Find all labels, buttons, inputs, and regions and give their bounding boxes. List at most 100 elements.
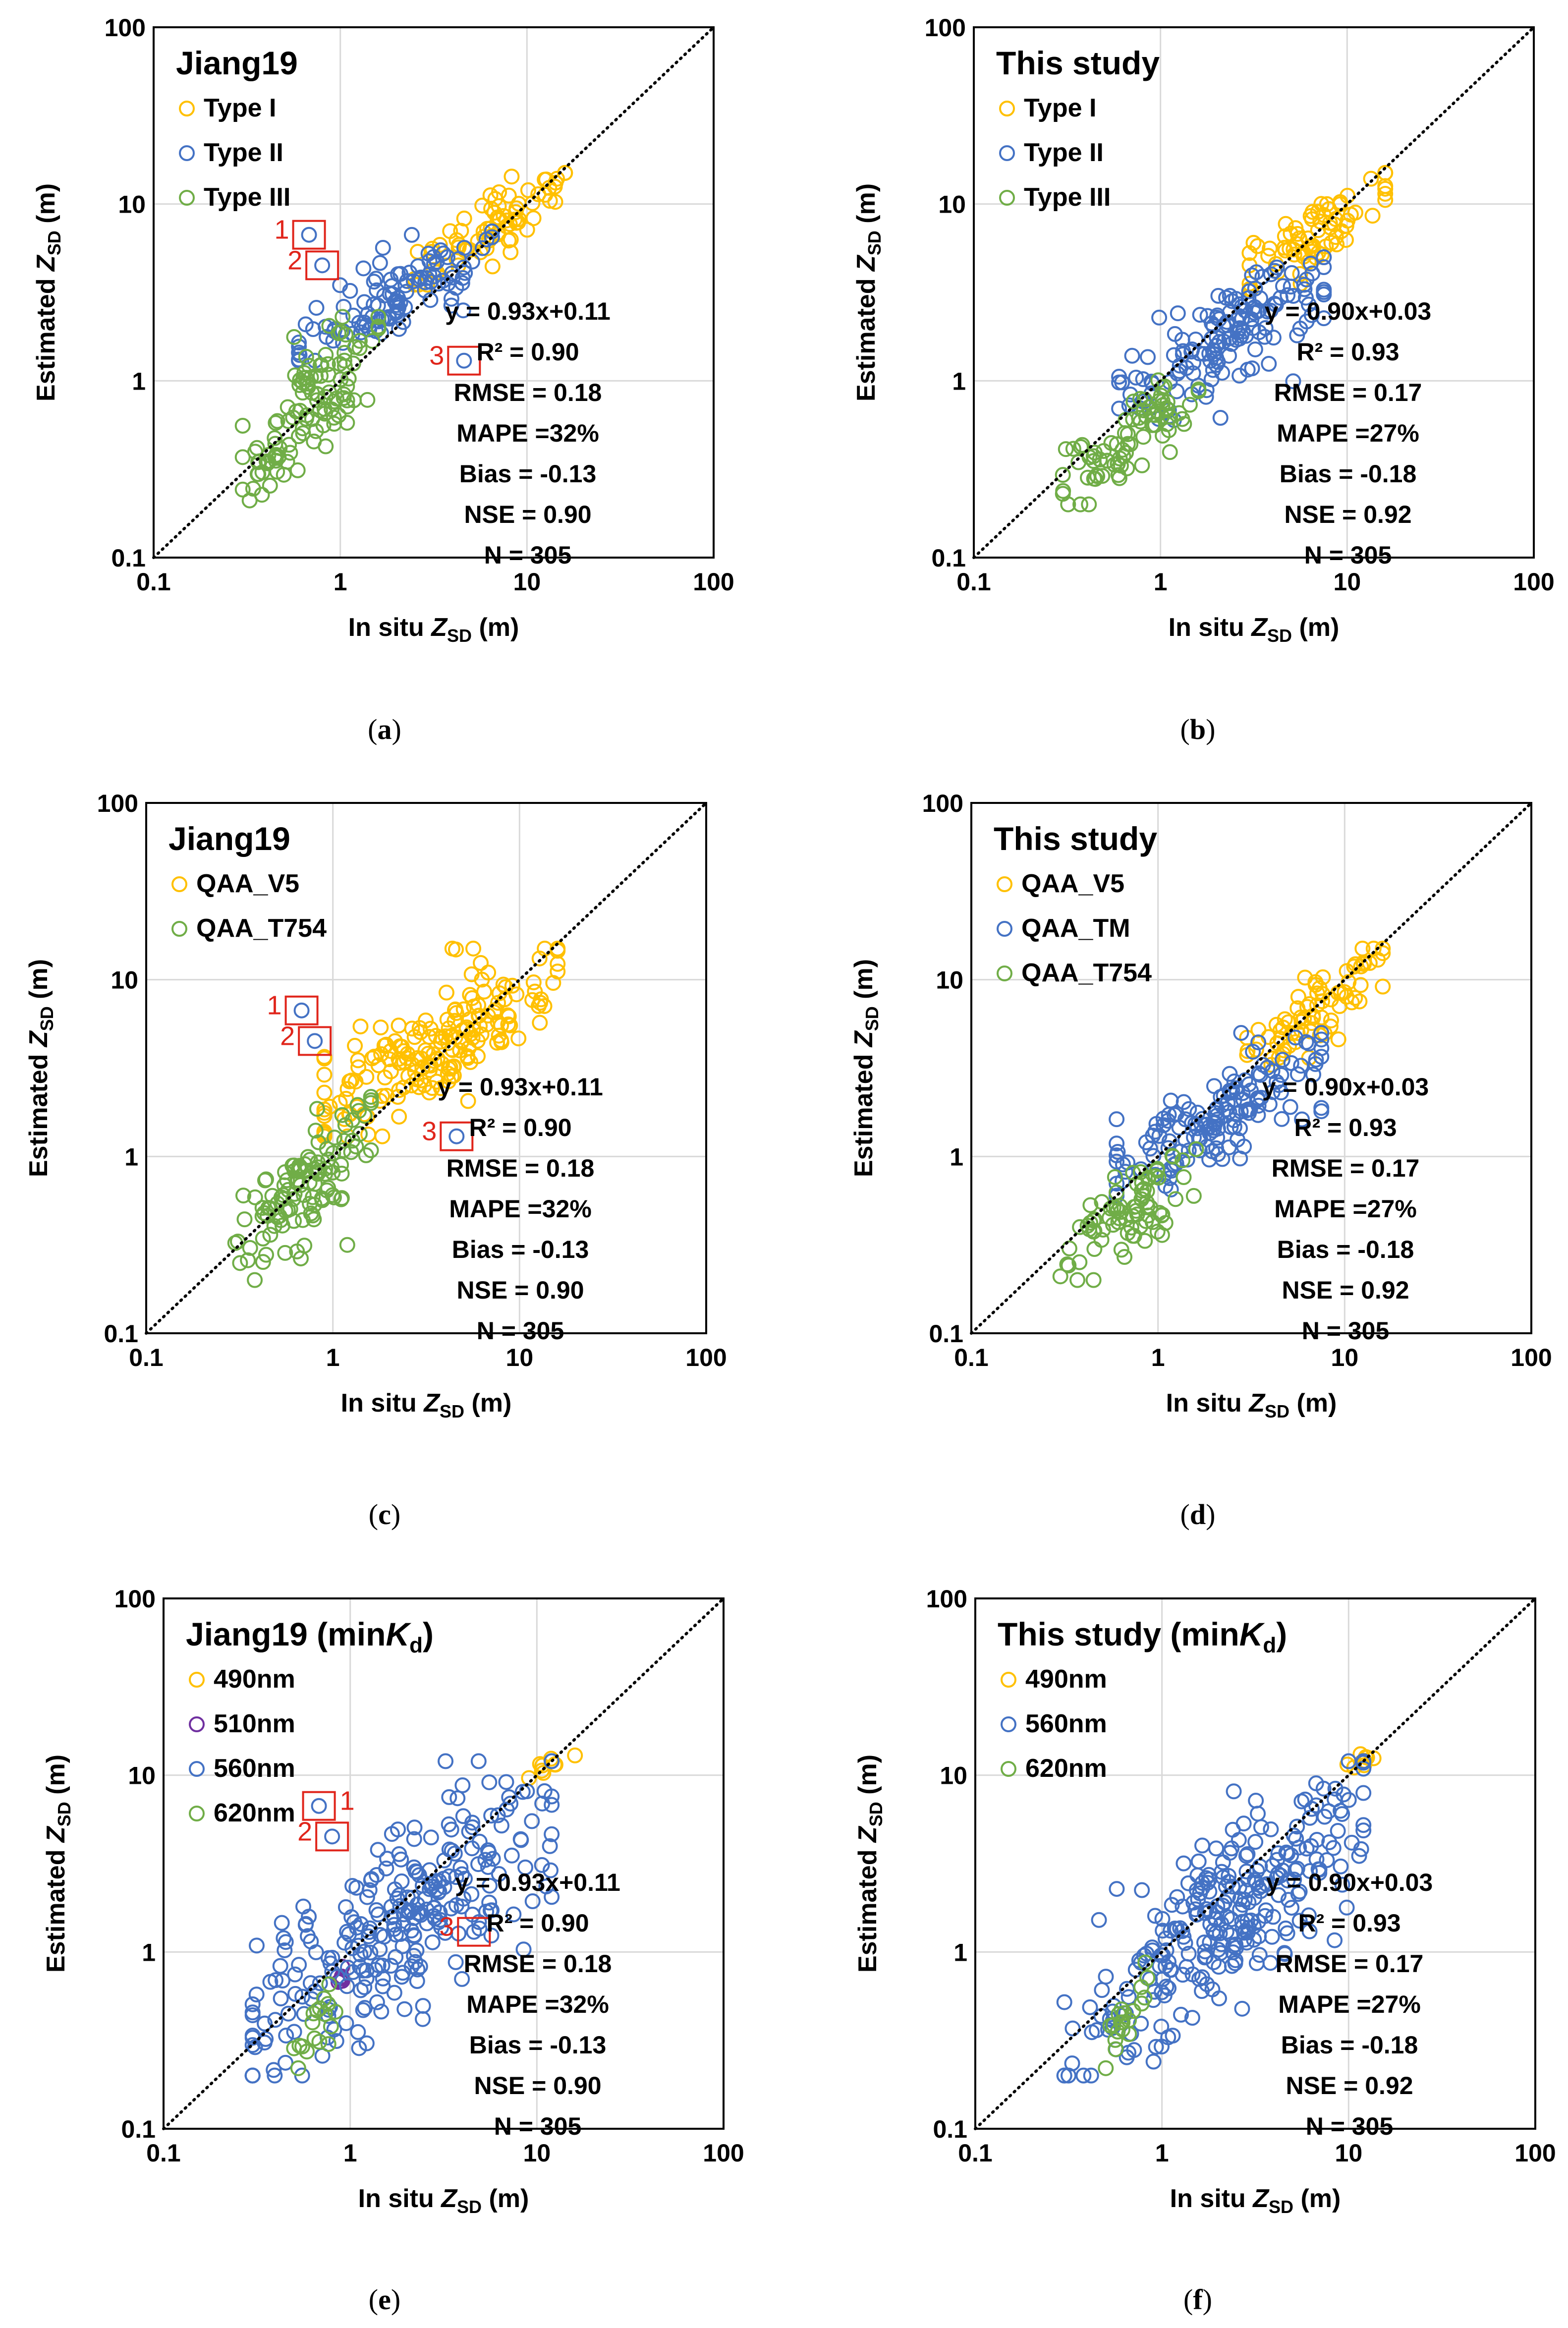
data-point bbox=[390, 1089, 406, 1105]
outlier-label-3: 3 bbox=[422, 1117, 437, 1146]
data-point bbox=[1181, 1101, 1197, 1117]
data-point bbox=[372, 1927, 388, 1943]
data-point bbox=[1210, 287, 1227, 304]
y-axis-title-text: Estimated bbox=[852, 271, 881, 401]
outlier-label-2: 2 bbox=[297, 1817, 312, 1846]
data-point bbox=[339, 415, 355, 431]
data-point bbox=[443, 290, 459, 307]
data-point bbox=[1163, 1092, 1179, 1109]
stat-line: R² = 0.90 bbox=[486, 1909, 589, 1937]
data-point bbox=[1247, 1834, 1264, 1850]
data-point bbox=[1194, 1837, 1211, 1854]
data-point bbox=[481, 1774, 498, 1790]
data-point bbox=[1072, 439, 1089, 455]
data-point bbox=[1086, 1241, 1103, 1257]
legend-marker bbox=[189, 1716, 205, 1732]
stat-line: N = 305 bbox=[484, 541, 572, 569]
outlier-label-1: 1 bbox=[275, 215, 289, 245]
data-point bbox=[1210, 1121, 1226, 1137]
y-axis-title: Estimated ZSD (m) bbox=[42, 1755, 74, 1973]
stat-line: R² = 0.93 bbox=[1298, 1909, 1400, 1937]
data-point bbox=[542, 1838, 558, 1854]
legend-label: 490nm bbox=[214, 1665, 295, 1694]
data-point bbox=[463, 1886, 480, 1902]
x-tick-label: 100 bbox=[1514, 2139, 1556, 2167]
data-point bbox=[1176, 1855, 1192, 1872]
data-point bbox=[1064, 2020, 1081, 2037]
data-point bbox=[1301, 1923, 1318, 1939]
x-tick-label: 1 bbox=[1154, 568, 1168, 596]
data-point bbox=[361, 1882, 378, 1898]
data-point bbox=[1189, 1906, 1206, 1922]
x-tick-label: 0.1 bbox=[146, 2139, 181, 2167]
data-point bbox=[482, 1877, 498, 1894]
data-point bbox=[525, 974, 542, 990]
y-axis-title-unit: (m) bbox=[32, 183, 60, 230]
data-point bbox=[1107, 1169, 1123, 1185]
x-axis-title-unit: (m) bbox=[1293, 2184, 1341, 2213]
x-axis-title-var: Z bbox=[1248, 1389, 1266, 1418]
data-point bbox=[298, 348, 314, 365]
data-point bbox=[544, 1753, 560, 1769]
data-point bbox=[1347, 990, 1363, 1006]
data-point bbox=[1082, 1197, 1099, 1213]
data-point bbox=[1113, 1242, 1129, 1258]
x-axis-title: In situ ZSD (m) bbox=[1169, 613, 1340, 646]
data-point bbox=[324, 401, 340, 417]
legend-label: 490nm bbox=[1025, 1665, 1107, 1694]
data-point bbox=[1301, 1035, 1317, 1052]
data-point bbox=[305, 2005, 322, 2022]
data-point bbox=[333, 371, 349, 388]
data-point bbox=[484, 258, 501, 275]
y-axis-title-unit: (m) bbox=[24, 959, 53, 1006]
data-point bbox=[544, 1797, 560, 1813]
data-point bbox=[303, 369, 319, 386]
data-point bbox=[443, 1821, 459, 1838]
data-point bbox=[1184, 2010, 1200, 2026]
y-axis-title-sub: SD bbox=[54, 1802, 74, 1826]
legend-label: 620nm bbox=[214, 1799, 295, 1827]
data-point bbox=[1111, 369, 1127, 385]
x-tick-label: 100 bbox=[1513, 568, 1554, 596]
data-point bbox=[363, 1142, 379, 1158]
data-point bbox=[341, 1073, 358, 1089]
data-point bbox=[544, 1826, 560, 1842]
data-point bbox=[477, 1852, 494, 1868]
identity-line bbox=[162, 1597, 725, 2130]
data-point bbox=[1215, 1854, 1231, 1871]
data-point bbox=[1280, 1892, 1296, 1908]
data-point bbox=[1284, 265, 1300, 281]
series-560nm bbox=[1056, 1753, 1372, 2084]
data-point bbox=[464, 1906, 481, 1923]
x-axis-title-sub: SD bbox=[440, 1401, 464, 1421]
data-point bbox=[1151, 1128, 1168, 1144]
data-point bbox=[1248, 264, 1265, 281]
y-axis-title-sub: SD bbox=[862, 1006, 882, 1031]
legend-label: Type III bbox=[1024, 183, 1111, 212]
data-point bbox=[1241, 1105, 1257, 1121]
data-point bbox=[247, 2039, 263, 2055]
x-tick-label: 1 bbox=[334, 568, 347, 596]
data-point bbox=[444, 1068, 460, 1084]
data-point bbox=[292, 1161, 308, 1178]
data-point bbox=[358, 1970, 375, 1987]
data-point bbox=[1261, 356, 1277, 372]
data-point bbox=[312, 1975, 328, 1991]
data-point bbox=[1072, 496, 1089, 512]
data-point bbox=[1177, 1935, 1193, 1951]
data-point bbox=[1355, 1817, 1372, 1833]
data-point bbox=[1244, 267, 1260, 284]
data-point bbox=[344, 1133, 361, 1149]
data-point bbox=[524, 1813, 540, 1829]
data-point bbox=[1252, 290, 1269, 306]
data-point bbox=[1265, 1909, 1282, 1925]
data-point bbox=[316, 1049, 333, 1065]
data-point bbox=[1085, 1272, 1102, 1288]
y-tick-label: 0.1 bbox=[931, 544, 966, 572]
data-point bbox=[1110, 1144, 1126, 1160]
data-point bbox=[1248, 1874, 1265, 1891]
data-point bbox=[1298, 271, 1315, 287]
data-point bbox=[316, 1990, 332, 2007]
data-point bbox=[1128, 369, 1144, 386]
data-point bbox=[373, 1046, 390, 1062]
